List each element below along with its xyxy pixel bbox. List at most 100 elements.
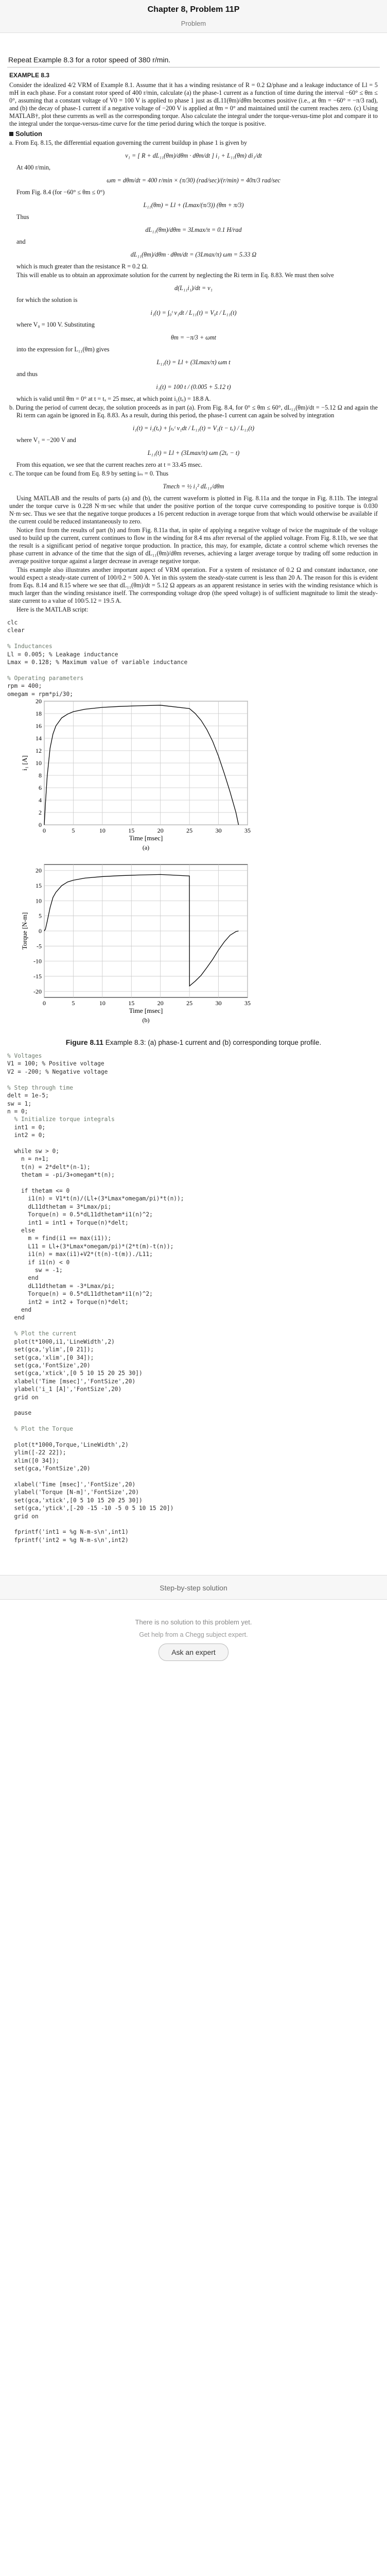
text-andthen: and thus [16, 370, 38, 378]
code-line: pause [7, 1410, 32, 1417]
y-tick-label: 6 [39, 784, 42, 791]
code-line: sw = -1; [7, 1267, 63, 1274]
code-comment-line: % Voltages [7, 1053, 42, 1060]
problem-card: Repeat Example 8.3 for a rotor speed of … [7, 54, 380, 1544]
code-line: dL11dthetam = 3*Lmax/pi; [7, 1203, 112, 1210]
code-line: dL11dthetam = -3*Lmax/pi; [7, 1282, 115, 1290]
x-tick-label: 10 [99, 999, 105, 1007]
code-line: rpm = 400; [7, 683, 42, 690]
code-line: i1(n) = V1*t(n)/(Ll+(3*Lmax*omegam/pi)*t… [7, 1195, 184, 1202]
y-tick-label: -15 [33, 973, 42, 980]
code-line [7, 1433, 380, 1441]
caption-text: Example 8.3: (a) phase-1 current and (b)… [105, 1039, 322, 1047]
ask-expert-button[interactable]: Ask an expert [159, 1643, 228, 1662]
code-line [7, 1322, 380, 1330]
code-line: V2 = -200; % Negative voltage [7, 1068, 108, 1075]
x-tick-label: 15 [128, 999, 134, 1007]
x-tick-label: 25 [186, 827, 192, 834]
code-line: i1(n) = max(i1)+V2*(t(n)-t(m))./L11; [7, 1251, 153, 1258]
code-line [7, 1076, 380, 1083]
series-line [44, 705, 239, 825]
code-line: clear [7, 627, 25, 634]
paragraph-4: Here is the MATLAB script: [16, 606, 89, 613]
x-axis-label: Time [msec] [129, 834, 163, 842]
y-tick-label: 20 [36, 867, 42, 874]
y-tick-label: 0 [39, 821, 42, 828]
x-tick-label: 35 [244, 827, 251, 834]
code-line: xlabel('Time [msec]','FontSize',20) [7, 1378, 136, 1385]
text-and: and [16, 238, 26, 245]
equation-6: d(L₁₁i₁)/dt = v₁ [174, 284, 213, 292]
solution-label: Solution [15, 130, 42, 138]
y-axis-label: i₁ [A] [21, 755, 28, 770]
code-line: sw = 1; [7, 1100, 32, 1107]
y-tick-label: 2 [39, 809, 42, 816]
no-solution-panel: There is no solution to this problem yet… [0, 1618, 387, 1662]
x-tick-label: 15 [128, 827, 134, 834]
code-line: V1 = 100; % Positive voltage [7, 1060, 104, 1067]
y-tick-label: 8 [39, 772, 42, 779]
top-header: Chapter 8, Problem 11P Problem [0, 0, 387, 33]
code-line: set(gca,'FontSize',20) [7, 1362, 91, 1369]
code-line: grid on [7, 1394, 39, 1401]
text-at400: At 400 r/min, [16, 164, 51, 171]
code-comment-line: % Initialize torque integrals [7, 1116, 115, 1123]
equation-3: L₁₁(θm) = Ll + (Lmax/(π/3)) (θm + π/3) [143, 201, 244, 209]
code-line: Lmax = 0.128; % Maximum value of variabl… [7, 659, 188, 666]
code-line: if i1(n) < 0 [7, 1259, 70, 1266]
code-line: xlabel('Time [msec]','FontSize',20) [7, 1481, 136, 1488]
x-tick-label: 30 [216, 999, 222, 1007]
page-title: Chapter 8, Problem 11P [147, 5, 240, 14]
equation-12: L₁₁(t) = Ll + (3Lmax/π) ωm (2tₓ − t) [147, 449, 240, 456]
y-tick-label: -20 [33, 988, 42, 995]
code-line: m = find(i1 == max(i1)); [7, 1235, 112, 1242]
square-bullet-icon [9, 132, 13, 136]
y-tick-label: -5 [37, 942, 42, 950]
code-line: grid on [7, 1513, 39, 1520]
code-line: ylabel('i_1 [A]','FontSize',20) [7, 1386, 122, 1393]
text-motional: which is much greater than the resistanc… [16, 263, 148, 270]
code-comment-line: % Step through time [7, 1084, 73, 1091]
y-tick-label: 10 [36, 759, 42, 767]
text-neglect: This will enable us to obtain an approxi… [16, 272, 334, 279]
text-where1: where V₀ = 100 V. Substituting [16, 321, 95, 328]
tab-problem[interactable]: Problem [181, 20, 206, 27]
part-c-text: c. The torque can be found from Eq. 8.9 … [9, 470, 169, 477]
code-line: Torque(n) = 0.5*dL11dthetam*i1(n)^2; [7, 1291, 153, 1298]
text-thus: Thus [16, 213, 29, 221]
equation-13: Tmech = ½ i₁² dL₁₁/dθm [163, 483, 224, 490]
x-tick-label: 5 [72, 999, 75, 1007]
code-line: end [7, 1275, 39, 1282]
x-tick-label: 0 [43, 999, 46, 1007]
x-tick-label: 20 [157, 827, 164, 834]
x-tick-label: 0 [43, 827, 46, 834]
text-forwhich: for which the solution is [16, 296, 78, 303]
code-line: set(gca,'ylim',[0 21]); [7, 1346, 94, 1353]
code-line: fprintf('int1 = %g N-m-s\n',int1) [7, 1529, 129, 1536]
y-tick-label: 18 [36, 710, 42, 717]
equation-5: dL₁₁(θm)/dθm · dθm/dt = (3Lmax/π) ωm = 5… [130, 251, 257, 258]
code-line: int1 = 0; [7, 1124, 46, 1131]
code-line: end [7, 1314, 25, 1321]
code-comment-line: % Plot the current [7, 1330, 77, 1337]
equation-10: i₁(t) = 100 t / (0.005 + 5.12 t) [156, 383, 231, 391]
code-line: delt = 1e-5; [7, 1092, 49, 1099]
no-solution-text: There is no solution to this problem yet… [135, 1618, 252, 1626]
y-tick-label: 16 [36, 722, 42, 730]
code-line [7, 1417, 380, 1425]
x-tick-label: 25 [186, 999, 192, 1007]
code-line: clc [7, 619, 18, 626]
code-line: set(gca,'xtick',[0 5 10 15 20 25 30]) [7, 1497, 143, 1504]
x-tick-label: 10 [99, 827, 105, 834]
code-line: int1 = int1 + Torque(n)*delt; [7, 1219, 129, 1226]
code-line: Ll = 0.005; % Leakage inductance [7, 651, 118, 658]
code-line: n = n+1; [7, 1156, 49, 1163]
equation-9: L₁₁(t) = Ll + (3Lmax/π) ωm t [156, 359, 231, 366]
x-tick-label: 35 [244, 999, 251, 1007]
subfigure-label: (b) [143, 1016, 150, 1024]
matlab-code-block-1: clc clear % Inductances Ll = 0.005; % Leak… [7, 619, 380, 698]
figure-caption: Figure 8.11 Example 8.3: (a) phase-1 cur… [7, 1038, 380, 1047]
equation-11: i₁(t) = i₁(tₓ) + ∫ₜₓᵗ v₁dt / L₁₁(t) = V₁… [132, 425, 255, 432]
paragraph-2: Notice first from the results of part (b… [9, 527, 378, 565]
code-line: L11 = Ll+(3*Lmax*omegam/pi)*(2*t(m)-t(n)… [7, 1243, 174, 1250]
